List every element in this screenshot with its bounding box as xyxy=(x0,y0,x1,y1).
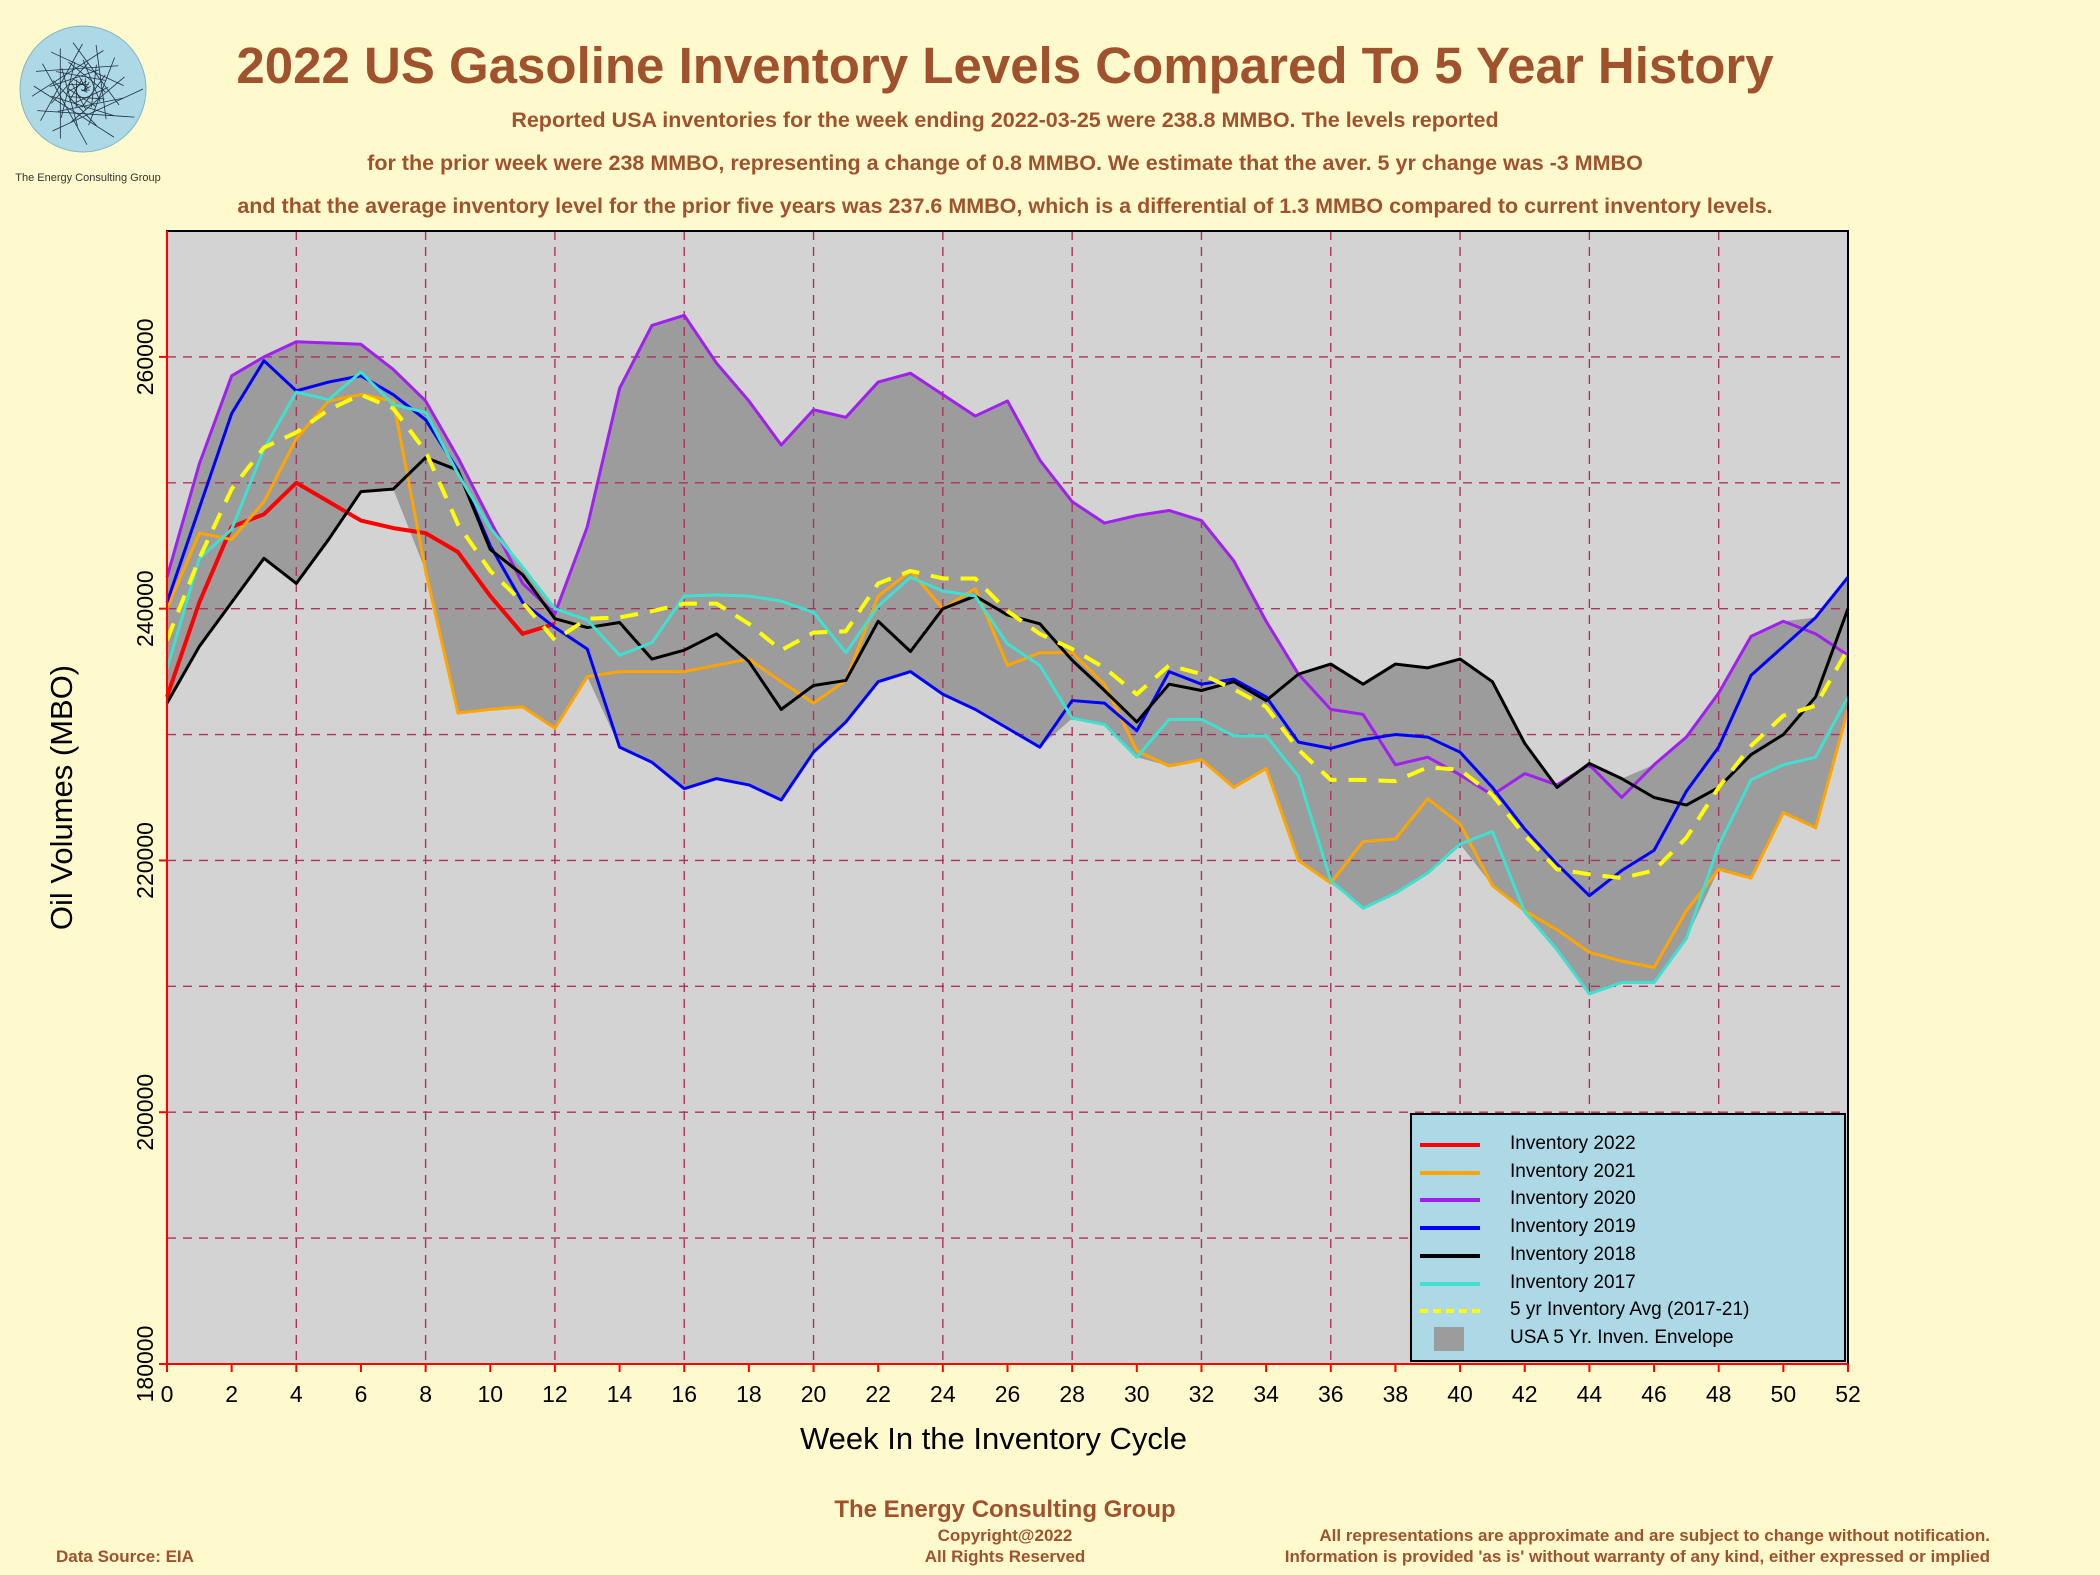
legend-item: Inventory 2018 xyxy=(1412,1242,1844,1268)
y-tick-label: 260000 xyxy=(132,319,158,396)
x-tick-label: 30 xyxy=(1124,1381,1150,1407)
legend-swatch xyxy=(1420,1281,1480,1286)
x-tick-label: 32 xyxy=(1189,1381,1215,1407)
footer-disclaimer-1: All representations are approximate and … xyxy=(1319,1526,1990,1545)
x-tick-label: 22 xyxy=(865,1381,891,1407)
x-tick-label: 38 xyxy=(1383,1381,1409,1407)
series-line xyxy=(165,456,1850,807)
subtitle-line-3: and that the average inventory level for… xyxy=(237,194,1773,218)
y-tick-label: 240000 xyxy=(132,570,158,647)
legend-item: Inventory 2021 xyxy=(1412,1159,1844,1185)
x-tick-label: 52 xyxy=(1835,1381,1861,1407)
legend-label: Inventory 2022 xyxy=(1510,1133,1636,1154)
legend-item: Inventory 2017 xyxy=(1412,1270,1844,1296)
footer-copyright: Copyright@2022 xyxy=(937,1526,1073,1545)
x-tick-label: 10 xyxy=(477,1381,503,1407)
subtitle-line-1: Reported USA inventories for the week en… xyxy=(511,108,1499,132)
footer-disclaimer-2: Information is provided 'as is' without … xyxy=(1284,1547,1990,1566)
series-line xyxy=(165,370,1850,996)
x-tick-label: 42 xyxy=(1512,1381,1538,1407)
legend-swatch xyxy=(1434,1326,1464,1351)
y-tick-label: 180000 xyxy=(132,1326,158,1403)
x-tick-label: 20 xyxy=(801,1381,827,1407)
legend-item: 5 yr Inventory Avg (2017-21) xyxy=(1412,1297,1844,1323)
legend-swatch xyxy=(1420,1143,1480,1147)
x-tick-label: 0 xyxy=(161,1381,174,1407)
x-tick-label: 34 xyxy=(1253,1381,1279,1407)
legend-item: Inventory 2020 xyxy=(1412,1186,1844,1212)
legend-swatch xyxy=(1420,1226,1480,1231)
x-tick-label: 6 xyxy=(355,1381,368,1407)
x-tick-label: 48 xyxy=(1706,1381,1732,1407)
legend-swatch xyxy=(1420,1198,1480,1203)
x-tick-label: 18 xyxy=(736,1381,762,1407)
x-tick-label: 24 xyxy=(930,1381,956,1407)
legend-item: USA 5 Yr. Inven. Envelope xyxy=(1412,1325,1844,1351)
x-tick-label: 40 xyxy=(1447,1381,1473,1407)
legend-swatch xyxy=(1420,1309,1480,1314)
x-tick-label: 12 xyxy=(542,1381,568,1407)
x-tick-label: 46 xyxy=(1641,1381,1667,1407)
logo-caption: The Energy Consulting Group xyxy=(15,172,161,184)
legend-label: Inventory 2018 xyxy=(1510,1243,1636,1265)
y-tick-label: 220000 xyxy=(132,822,158,899)
x-tick-label: 14 xyxy=(607,1381,633,1407)
footer-company: The Energy Consulting Group xyxy=(834,1496,1176,1523)
legend-label: 5 yr Inventory Avg (2017-21) xyxy=(1510,1299,1750,1321)
legend-item: Inventory 2019 xyxy=(1412,1214,1844,1240)
legend-item: Inventory 2022 xyxy=(1412,1131,1844,1157)
chart-legend: Inventory 2022 Inventory 2021 Inventory 20… xyxy=(1410,1113,1846,1362)
x-tick-label: 50 xyxy=(1771,1381,1797,1407)
series-layer xyxy=(165,313,1850,996)
footer-rights: All Rights Reserved xyxy=(924,1547,1086,1566)
legend-label: USA 5 Yr. Inven. Envelope xyxy=(1510,1326,1734,1348)
legend-label: Inventory 2020 xyxy=(1510,1188,1636,1210)
series-line xyxy=(165,393,1850,969)
footer-data-source: Data Source: EIA xyxy=(56,1547,194,1566)
chart-title: 2022 US Gasoline Inventory Levels Compar… xyxy=(236,37,1774,94)
axes: 0 2 4 6 8 10 12 14 16 18 20 22 24 26 28 30 32 34 36 38 40 42 4… xyxy=(132,231,1861,1407)
legend-swatch xyxy=(1420,1170,1480,1175)
x-tick-label: 2 xyxy=(225,1381,238,1407)
legend-swatch xyxy=(1420,1253,1480,1258)
company-logo xyxy=(19,25,147,153)
x-tick-label: 4 xyxy=(290,1381,303,1407)
five-year-envelope xyxy=(167,315,1848,994)
x-tick-label: 44 xyxy=(1577,1381,1603,1407)
legend-label: Inventory 2021 xyxy=(1510,1160,1636,1182)
x-tick-label: 28 xyxy=(1059,1381,1085,1407)
y-tick-label: 200000 xyxy=(132,1074,158,1151)
x-tick-label: 36 xyxy=(1318,1381,1344,1407)
legend-label: Inventory 2019 xyxy=(1510,1216,1636,1238)
y-axis-label: Oil Volumes (MBO) xyxy=(44,665,79,930)
x-axis-label: Week In the Inventory Cycle xyxy=(800,1421,1187,1456)
subtitle-line-2: for the prior week were 238 MMBO, repres… xyxy=(367,151,1643,175)
x-tick-label: 8 xyxy=(419,1381,432,1407)
x-tick-label: 26 xyxy=(995,1381,1021,1407)
series-line xyxy=(165,392,1850,881)
x-tick-label: 16 xyxy=(671,1381,697,1407)
legend-label: Inventory 2017 xyxy=(1510,1271,1636,1293)
